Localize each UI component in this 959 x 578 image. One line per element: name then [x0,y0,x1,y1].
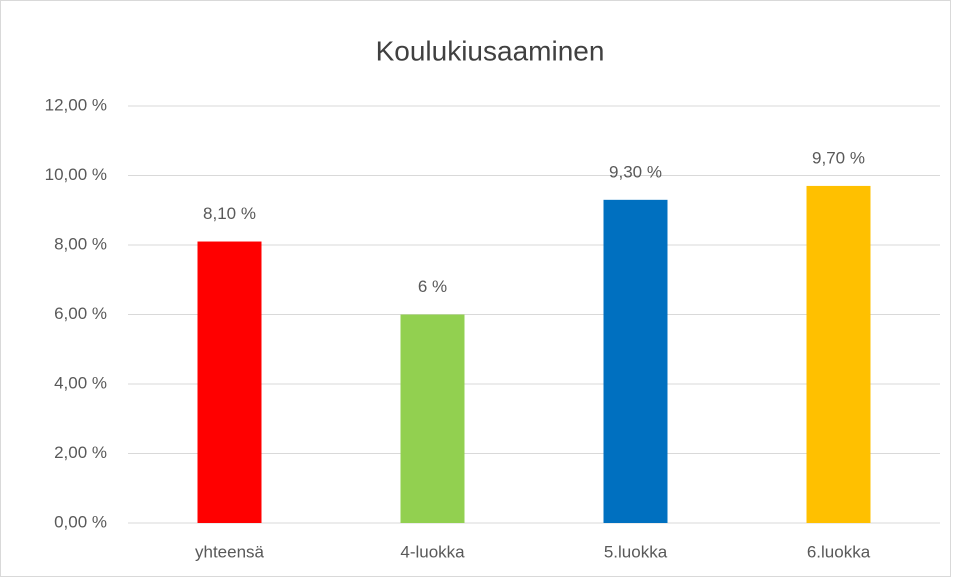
bar [197,241,262,523]
x-tick-label: 5.luokka [604,542,668,561]
bar [603,199,668,523]
y-tick-label: 4,00 % [54,373,107,392]
y-tick-label: 6,00 % [54,304,107,323]
data-label: 8,10 % [203,204,256,223]
chart-title: Koulukiusaaminen [376,35,605,66]
data-label: 9,70 % [812,148,865,167]
data-label: 6 % [418,277,447,296]
y-tick-label: 0,00 % [54,512,107,531]
x-tick-label: yhteensä [195,542,265,561]
y-tick-label: 10,00 % [45,165,107,184]
y-tick-label: 12,00 % [45,95,107,114]
data-label: 9,30 % [609,162,662,181]
y-tick-label: 2,00 % [54,443,107,462]
x-tick-label: 6.luokka [807,542,871,561]
bar [806,185,871,524]
y-tick-label: 8,00 % [54,234,107,253]
bar [400,314,465,523]
x-tick-label: 4-luokka [400,542,465,561]
